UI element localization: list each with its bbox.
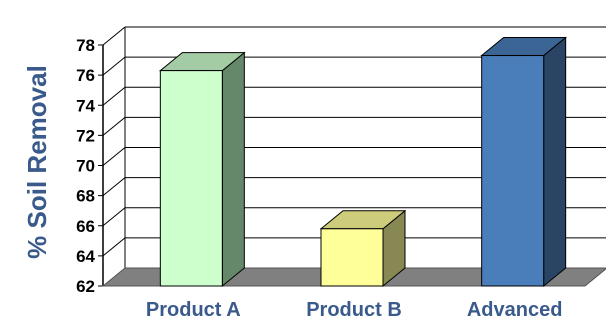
bar-front	[320, 228, 384, 287]
y-tick-label: 68	[76, 187, 95, 206]
y-tick-label: 62	[76, 277, 95, 296]
bar-side	[221, 51, 245, 288]
y-tick-label: 74	[76, 96, 95, 115]
bar-side	[543, 36, 567, 288]
gridline-side	[102, 26, 126, 46]
gridline-side	[102, 207, 126, 227]
gridline-side	[102, 147, 126, 166]
y-tick-label: 70	[76, 157, 95, 176]
y-axis-label: % Soil Removal	[22, 65, 52, 259]
bar-front	[159, 70, 223, 287]
category-labels: Product A Product B Advanced	[146, 299, 563, 321]
bars-layer	[158, 36, 568, 288]
y-tick-label: 78	[76, 36, 95, 55]
gridline-side	[102, 177, 126, 197]
category-label: Advanced	[467, 299, 563, 321]
y-tick-label: 66	[76, 217, 95, 236]
bar-product-b	[319, 209, 407, 288]
bar-product-a	[158, 51, 246, 288]
gridline-side	[102, 116, 126, 136]
bar-front	[481, 55, 545, 287]
gridline-side	[102, 56, 126, 76]
gridline-side	[102, 86, 126, 106]
category-label: Product B	[306, 299, 402, 321]
y-tick-labels: 62 64 66 68 70 72 74 76 78	[76, 36, 95, 296]
y-tick-label: 64	[76, 247, 95, 266]
y-tick-label: 76	[76, 66, 95, 85]
category-label: Product A	[146, 299, 241, 321]
bar-advanced	[480, 36, 568, 288]
y-tick-label: 72	[76, 126, 95, 145]
gridline-side	[102, 237, 126, 257]
